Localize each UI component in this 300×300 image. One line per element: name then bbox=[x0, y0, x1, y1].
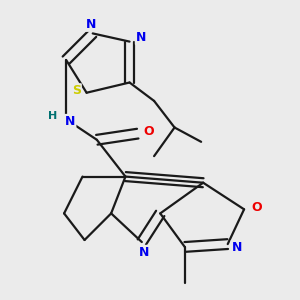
Text: H: H bbox=[48, 111, 58, 121]
Text: S: S bbox=[72, 84, 81, 97]
Text: N: N bbox=[85, 18, 96, 31]
Text: N: N bbox=[65, 115, 75, 128]
Text: N: N bbox=[232, 241, 242, 254]
Text: O: O bbox=[144, 125, 154, 138]
Text: N: N bbox=[139, 246, 149, 259]
Text: N: N bbox=[136, 31, 146, 44]
Text: O: O bbox=[251, 201, 262, 214]
